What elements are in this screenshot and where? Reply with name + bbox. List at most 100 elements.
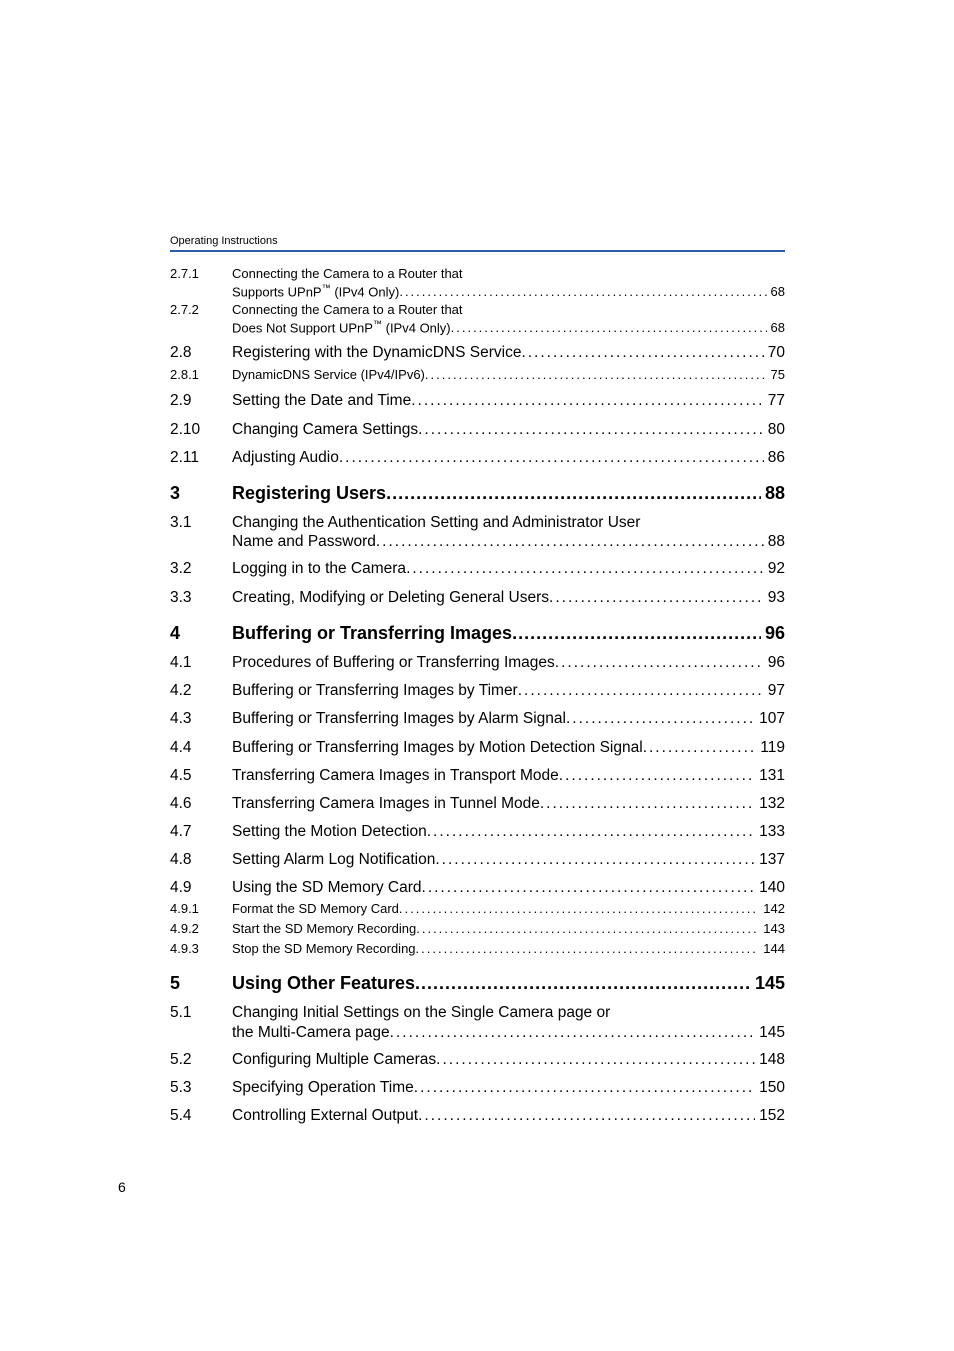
toc-number: 2.7.1 (170, 266, 232, 283)
toc-title: Specifying Operation Time (232, 1078, 414, 1098)
toc-title: the Multi-Camera page (232, 1024, 390, 1042)
toc-leader-dots (436, 1050, 755, 1070)
toc-title: Adjusting Audio (232, 448, 339, 468)
toc-entry: 5.3Specifying Operation Time 150 (170, 1078, 785, 1098)
toc-number: 4.9 (170, 878, 232, 898)
toc-entry: 4.9.1Format the SD Memory Card142 (170, 901, 785, 918)
toc-number: 5.2 (170, 1050, 232, 1070)
toc-page: 68 (767, 320, 785, 335)
toc-entry: 3.2Logging in to the Camera92 (170, 559, 785, 579)
toc-title: Registering with the DynamicDNS Service (232, 343, 521, 363)
toc-entry: 4.4Buffering or Transferring Images by M… (170, 738, 785, 758)
toc-entry: 2.9Setting the Date and Time77 (170, 391, 785, 411)
toc-number: 2.8.1 (170, 367, 232, 384)
toc-number: 3 (170, 482, 232, 505)
toc-entry: 2.7.1Connecting the Camera to a Router t… (170, 266, 785, 283)
toc-leader-dots (422, 878, 756, 898)
toc-leader-dots (549, 588, 764, 608)
toc-entry: 2.7.2Connecting the Camera to a Router t… (170, 302, 785, 319)
toc-entry: 3Registering Users 88 (170, 482, 785, 505)
toc-title: Registering Users (232, 482, 386, 505)
toc-page: 150 (755, 1078, 785, 1098)
toc-title: Buffering or Transferring Images by Alar… (232, 709, 566, 729)
toc-title: Connecting the Camera to a Router that (232, 302, 463, 319)
toc-entry: 3.3Creating, Modifying or Deleting Gener… (170, 588, 785, 608)
toc-number: 4.6 (170, 794, 232, 814)
toc-leader-dots (415, 972, 751, 995)
toc-leader-dots (451, 320, 767, 335)
toc-leader-dots (512, 622, 761, 645)
table-of-contents: 2.7.1Connecting the Camera to a Router t… (170, 266, 785, 1126)
toc-entry: 4.2Buffering or Transferring Images by T… (170, 681, 785, 701)
toc-page: 145 (751, 972, 785, 995)
toc-title: Using the SD Memory Card (232, 878, 422, 898)
toc-title: Transferring Camera Images in Tunnel Mod… (232, 794, 540, 814)
toc-title: Connecting the Camera to a Router that (232, 266, 463, 283)
toc-title: Changing Camera Settings (232, 420, 418, 440)
toc-page: 75 (767, 367, 785, 384)
toc-page: 68 (767, 284, 785, 299)
toc-leader-dots (555, 653, 764, 673)
toc-entry: 5.2Configuring Multiple Cameras148 (170, 1050, 785, 1070)
toc-number: 2.9 (170, 391, 232, 411)
toc-number: 5 (170, 972, 232, 995)
toc-number: 4.9.3 (170, 941, 232, 958)
toc-number: 3.1 (170, 513, 232, 533)
toc-page: Operating Instructions 2.7.1Connecting t… (170, 235, 785, 1126)
toc-number: 3.3 (170, 588, 232, 608)
toc-entry: 4.7Setting the Motion Detection133 (170, 822, 785, 842)
toc-page: 70 (764, 343, 785, 363)
toc-title: Name and Password (232, 533, 376, 551)
toc-page: 131 (755, 766, 785, 786)
toc-page: 80 (764, 420, 785, 440)
toc-title: Creating, Modifying or Deleting General … (232, 588, 549, 608)
toc-title: Buffering or Transferring Images by Moti… (232, 738, 643, 758)
toc-number: 4.1 (170, 653, 232, 673)
toc-page: 92 (764, 559, 785, 579)
toc-number: 3.2 (170, 559, 232, 579)
toc-number: 4.4 (170, 738, 232, 758)
toc-leader-dots (339, 448, 764, 468)
toc-number: 4.9.1 (170, 901, 232, 918)
header-label: Operating Instructions (170, 235, 785, 250)
toc-leader-dots (566, 709, 755, 729)
toc-title: Procedures of Buffering or Transferring … (232, 653, 555, 673)
toc-leader-dots (416, 941, 760, 958)
toc-entry: 2.10Changing Camera Settings80 (170, 420, 785, 440)
toc-entry: 4.9.2Start the SD Memory Recording 143 (170, 921, 785, 938)
toc-entry: 3.1Changing the Authentication Setting a… (170, 513, 785, 533)
toc-leader-dots (411, 391, 764, 411)
toc-number: 4.7 (170, 822, 232, 842)
toc-entry: 4.9Using the SD Memory Card 140 (170, 878, 785, 898)
toc-number: 5.3 (170, 1078, 232, 1098)
toc-leader-dots (540, 794, 755, 814)
toc-page: 140 (755, 878, 785, 898)
toc-leader-dots (406, 559, 764, 579)
toc-entry: 2.8Registering with the DynamicDNS Servi… (170, 343, 785, 363)
toc-title: Setting the Date and Time (232, 391, 411, 411)
toc-title: DynamicDNS Service (IPv4/IPv6) (232, 367, 425, 384)
toc-entry: 5.1Changing Initial Settings on the Sing… (170, 1003, 785, 1023)
toc-number: 4.2 (170, 681, 232, 701)
toc-entry: 5Using Other Features 145 (170, 972, 785, 995)
toc-leader-dots (386, 482, 761, 505)
toc-leader-dots (418, 420, 764, 440)
toc-number: 5.4 (170, 1106, 232, 1126)
toc-title: Buffering or Transferring Images (232, 622, 512, 645)
toc-number: 5.1 (170, 1003, 232, 1023)
toc-entry: 2.11Adjusting Audio86 (170, 448, 785, 468)
toc-entry: 4.1Procedures of Buffering or Transferri… (170, 653, 785, 673)
toc-leader-dots (418, 1106, 755, 1126)
page-number: 6 (118, 1179, 126, 1195)
toc-number: 4.9.2 (170, 921, 232, 938)
toc-page: 88 (761, 482, 785, 505)
toc-page: 144 (759, 941, 785, 958)
toc-title: Supports UPnP™ (IPv4 Only) (232, 283, 399, 299)
toc-title: Start the SD Memory Recording (232, 921, 416, 938)
toc-entry: 4.9.3Stop the SD Memory Recording144 (170, 941, 785, 958)
toc-page: 133 (755, 822, 785, 842)
toc-page: 137 (755, 850, 785, 870)
toc-entry: 4.3Buffering or Transferring Images by A… (170, 709, 785, 729)
toc-entry: 5.4Controlling External Output152 (170, 1106, 785, 1126)
toc-page: 143 (759, 921, 785, 938)
